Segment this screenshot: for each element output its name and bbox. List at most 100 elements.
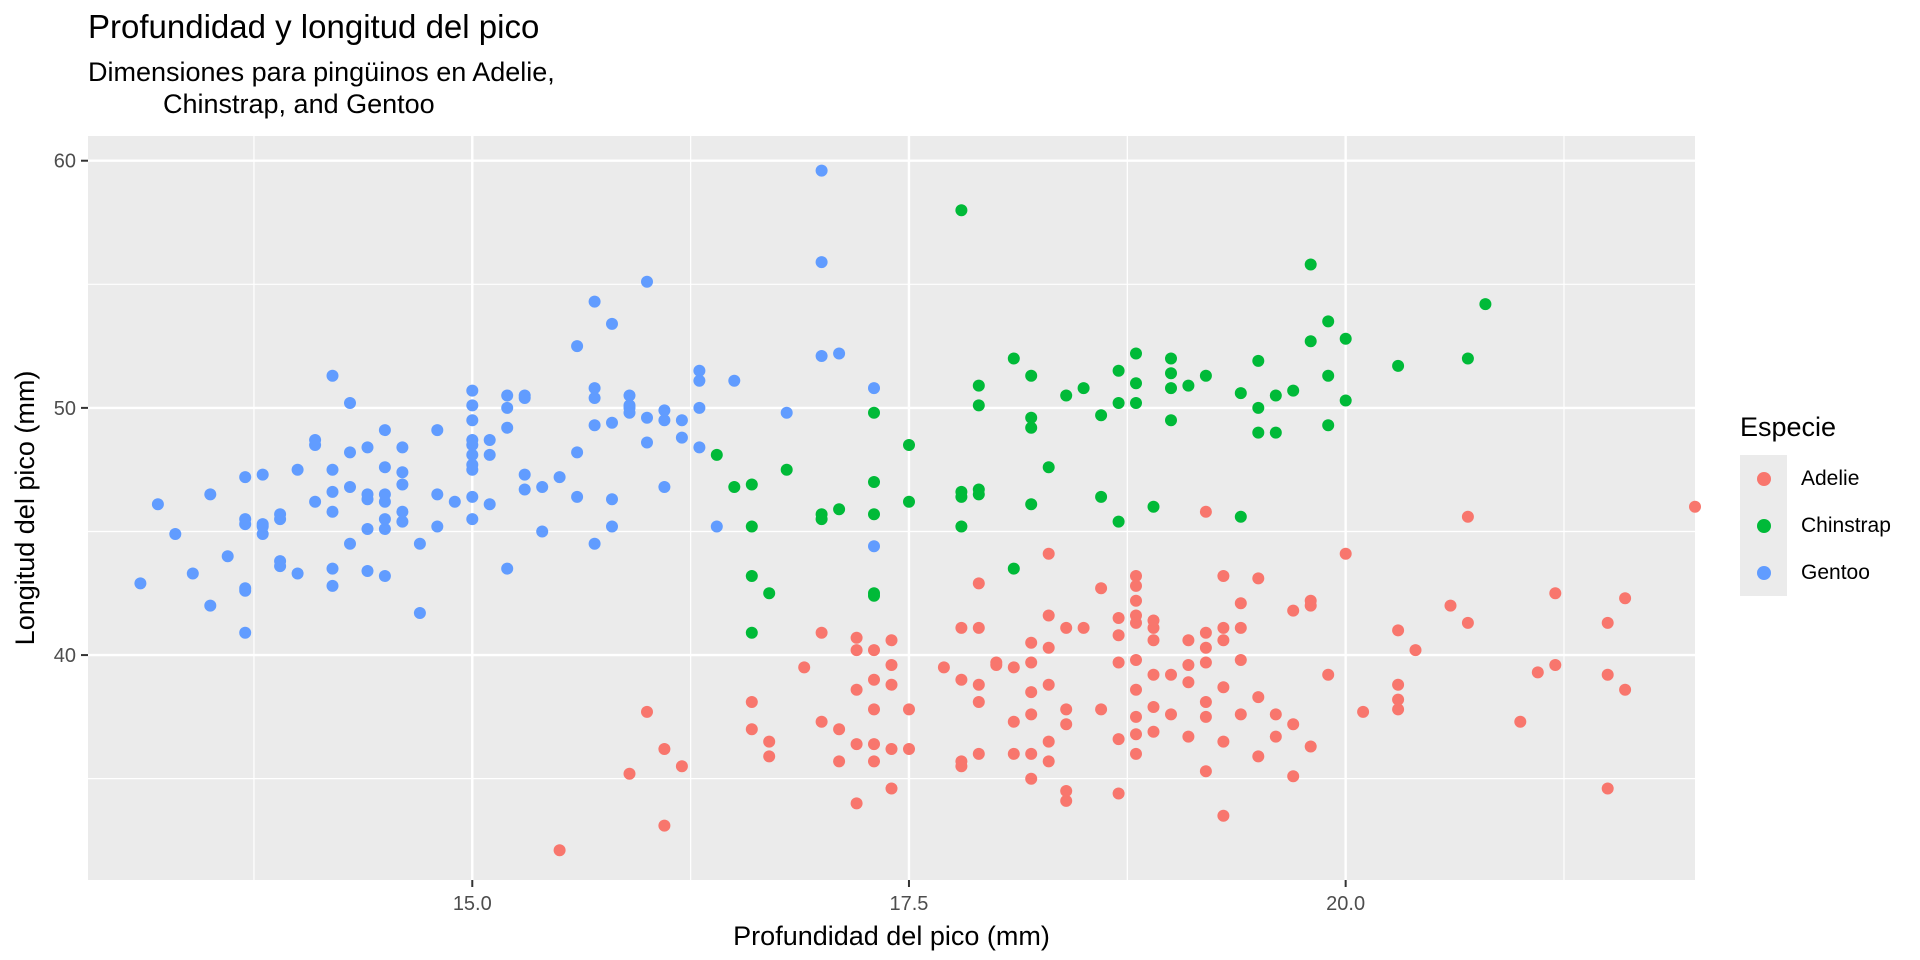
data-point (361, 441, 374, 454)
data-point (1025, 656, 1038, 669)
data-point (571, 490, 584, 503)
data-point (658, 819, 671, 832)
data-point (1217, 621, 1230, 634)
data-point (309, 434, 322, 446)
data-point (413, 607, 426, 619)
data-point (868, 382, 880, 395)
data-point (815, 256, 828, 269)
data-point (1199, 505, 1212, 518)
data-point (1077, 621, 1090, 634)
data-point (1130, 609, 1142, 622)
data-point (448, 495, 461, 508)
data-point (588, 382, 601, 395)
data-point (1601, 782, 1614, 795)
data-point (1234, 654, 1247, 666)
data-point (274, 508, 287, 521)
data-point (1060, 785, 1073, 797)
plot-panel (88, 136, 1695, 880)
data-point (204, 599, 217, 612)
data-point (850, 683, 863, 696)
data-point (1269, 389, 1282, 402)
data-point (1165, 352, 1177, 365)
data-point (396, 466, 409, 479)
data-point (1112, 656, 1125, 669)
data-point (903, 439, 915, 451)
data-point (326, 505, 339, 518)
data-point (1199, 656, 1212, 669)
data-point (413, 537, 426, 550)
data-point (763, 587, 776, 600)
data-point (239, 626, 252, 639)
data-point (1112, 612, 1125, 624)
data-point (1025, 686, 1038, 699)
data-point (1234, 597, 1247, 610)
data-point (1234, 621, 1247, 634)
chart-subtitle: Dimensiones para pingüinos en Adelie, Ch… (88, 56, 555, 120)
data-point (536, 525, 549, 538)
data-point (1165, 708, 1177, 721)
data-point (1007, 715, 1020, 728)
y-tick-label: 60 (54, 151, 76, 173)
data-point (1095, 409, 1108, 422)
data-point (309, 495, 322, 508)
data-point (204, 488, 217, 501)
data-point (815, 164, 828, 177)
data-point (623, 767, 636, 780)
data-point (431, 424, 444, 437)
chart-title: Profundidad y longitud del pico (88, 8, 540, 45)
data-point (1182, 659, 1195, 671)
data-point (937, 661, 950, 674)
data-point (378, 570, 391, 582)
data-point (151, 498, 164, 511)
data-point (780, 463, 793, 476)
data-point (675, 414, 688, 427)
data-point (553, 844, 566, 857)
data-point (1165, 367, 1177, 380)
data-point (1147, 634, 1160, 647)
data-point (972, 747, 985, 760)
data-point (885, 659, 898, 671)
data-point (466, 399, 479, 412)
data-point (833, 347, 846, 360)
data-point (1217, 681, 1230, 694)
data-point (1060, 718, 1073, 731)
data-point (833, 755, 846, 768)
data-point (1182, 634, 1195, 647)
data-point (1252, 572, 1265, 585)
data-point (396, 441, 409, 454)
data-point (868, 673, 880, 686)
data-point (641, 705, 653, 718)
data-point (868, 540, 880, 553)
data-point (658, 414, 671, 427)
data-point (1007, 747, 1020, 760)
data-point (745, 520, 758, 533)
data-point (1025, 772, 1038, 785)
data-point (1165, 668, 1177, 681)
data-point (1601, 668, 1614, 681)
data-point (1112, 515, 1125, 528)
data-point (483, 498, 496, 511)
data-point (1287, 770, 1300, 783)
data-point (641, 436, 653, 449)
data-point (1199, 765, 1212, 778)
data-point (466, 434, 479, 446)
legend-dot-icon (1756, 518, 1771, 533)
data-point (1147, 614, 1160, 627)
legend-label: Adelie (1801, 466, 1860, 490)
data-point (972, 577, 985, 590)
data-point (1252, 401, 1265, 414)
data-point (745, 570, 758, 582)
data-point (903, 703, 915, 716)
data-point (606, 493, 618, 506)
data-point (1130, 397, 1142, 409)
data-point (798, 661, 811, 674)
data-point (1147, 725, 1160, 738)
legend-label: Gentoo (1801, 560, 1870, 584)
data-point (641, 411, 653, 424)
data-point (868, 508, 880, 521)
legend-key (1740, 549, 1787, 596)
data-point (1619, 683, 1632, 696)
data-point (1077, 382, 1090, 395)
data-point (501, 401, 514, 414)
major-gridlines (88, 136, 1695, 880)
